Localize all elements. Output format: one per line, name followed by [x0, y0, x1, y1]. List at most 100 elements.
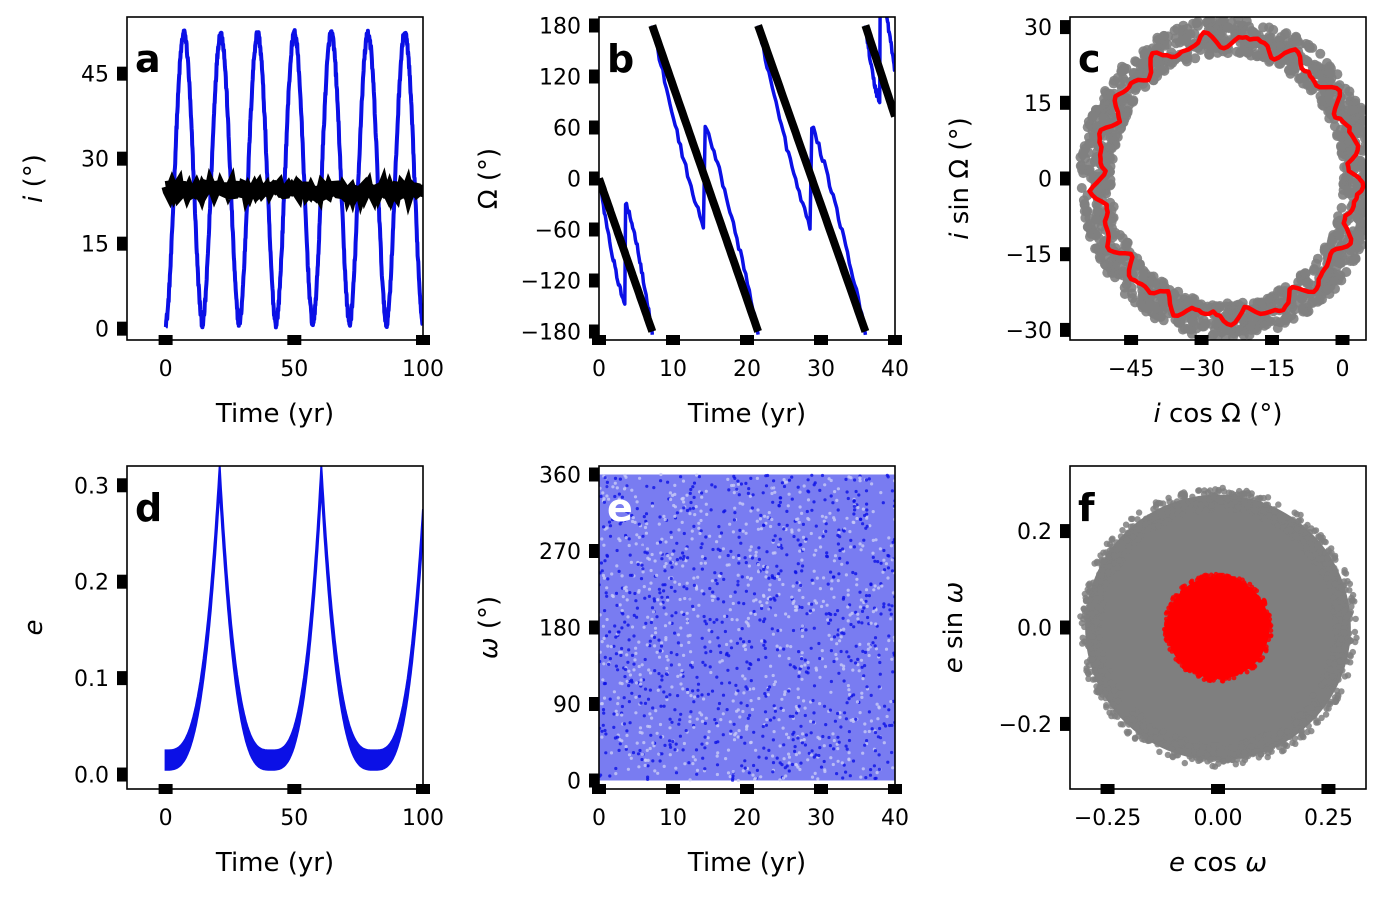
scatter-point: [618, 603, 622, 607]
scatter-point: [646, 615, 650, 619]
scatter-point: [761, 491, 765, 495]
scatter-point: [685, 493, 689, 497]
scatter-point: [651, 706, 655, 710]
scatter-point: [755, 476, 760, 480]
scatter-point: [1185, 589, 1190, 595]
scatter-point: [791, 628, 796, 633]
plot-area: [164, 466, 423, 771]
x-axis-label: Time (yr): [687, 399, 806, 429]
scatter-point: [1232, 46, 1243, 57]
series-segment: [650, 25, 760, 335]
scatter-point: [1113, 539, 1120, 546]
scatter-point: [652, 610, 656, 614]
scatter-point: [642, 625, 646, 629]
scatter-point: [614, 591, 619, 596]
scatter-point: [838, 715, 842, 719]
scatter-point: [618, 742, 622, 746]
scatter-point: [777, 654, 782, 658]
scatter-point: [836, 628, 841, 632]
scatter-point: [795, 581, 799, 585]
scatter-point: [797, 520, 801, 525]
scatter-point: [723, 629, 728, 634]
scatter-point: [749, 679, 753, 683]
y-tick-mark: [117, 66, 127, 81]
series-segment: [756, 25, 868, 336]
y-tick-label: 90: [553, 693, 581, 718]
scatter-point: [635, 500, 639, 504]
scatter-point: [1098, 614, 1106, 621]
scatter-point: [634, 599, 638, 603]
scatter-point: [812, 626, 816, 630]
scatter-point: [861, 544, 865, 548]
scatter-point: [1124, 529, 1132, 536]
scatter-point: [772, 479, 776, 483]
scatter-point: [890, 569, 895, 573]
scatter-point: [1081, 608, 1089, 615]
scatter-point: [1145, 299, 1155, 310]
scatter-point: [1117, 690, 1124, 697]
scatter-point: [868, 524, 872, 528]
scatter-point: [832, 559, 837, 563]
scatter-point: [715, 540, 719, 544]
scatter-point: [879, 612, 883, 616]
scatter-point: [882, 741, 886, 745]
scatter-point: [636, 752, 641, 756]
scatter-point: [849, 622, 853, 627]
scatter-point: [781, 726, 785, 730]
scatter-point: [654, 631, 658, 635]
scatter-point: [772, 704, 776, 708]
scatter-point: [784, 774, 788, 778]
scatter-point: [1274, 41, 1285, 52]
scatter-point: [655, 731, 659, 735]
scatter-point: [1331, 261, 1342, 272]
scatter-point: [820, 604, 824, 609]
scatter-point: [656, 688, 660, 692]
scatter-point: [1312, 253, 1323, 264]
scatter-point: [1331, 698, 1338, 705]
scatter-point: [741, 709, 745, 714]
scatter-point: [836, 487, 841, 491]
scatter-point: [722, 510, 726, 514]
scatter-point: [1226, 578, 1232, 583]
scatter-point: [1163, 611, 1169, 616]
scatter-point: [853, 508, 857, 512]
scatter-point: [844, 744, 848, 748]
y-tick-mark: [117, 478, 127, 493]
scatter-point: [880, 584, 884, 588]
scatter-point: [778, 761, 782, 765]
y-tick-mark: [589, 467, 599, 482]
scatter-point: [615, 735, 620, 739]
scatter-point: [782, 647, 786, 651]
scatter-point: [603, 728, 607, 733]
scatter-point: [678, 734, 683, 738]
scatter-point: [697, 526, 701, 530]
scatter-point: [818, 587, 823, 591]
scatter-point: [756, 527, 761, 531]
scatter-point: [692, 583, 697, 588]
scatter-point: [1133, 723, 1140, 730]
scatter-point: [827, 611, 831, 616]
scatter-point: [769, 524, 773, 529]
scatter-point: [605, 485, 609, 489]
scatter-point: [844, 573, 849, 577]
y-tick-mark: [589, 324, 599, 339]
scatter-point: [695, 768, 700, 773]
scatter-point: [638, 748, 642, 753]
series-segment: [861, 23, 895, 119]
scatter-point: [1257, 501, 1264, 508]
scatter-point: [648, 712, 652, 716]
scatter-point: [748, 687, 752, 691]
scatter-point: [770, 491, 774, 496]
scatter-point: [832, 595, 836, 599]
scatter-point: [617, 497, 621, 501]
scatter-point: [854, 661, 858, 665]
scatter-point: [1209, 749, 1217, 757]
scatter-point: [720, 681, 724, 685]
x-tick-label: 0: [159, 806, 173, 831]
scatter-point: [1195, 757, 1202, 764]
scatter-point: [890, 604, 894, 608]
scatter-point: [666, 598, 670, 602]
scatter-point: [685, 611, 689, 615]
scatter-point: [673, 589, 677, 593]
scatter-point: [728, 720, 732, 724]
